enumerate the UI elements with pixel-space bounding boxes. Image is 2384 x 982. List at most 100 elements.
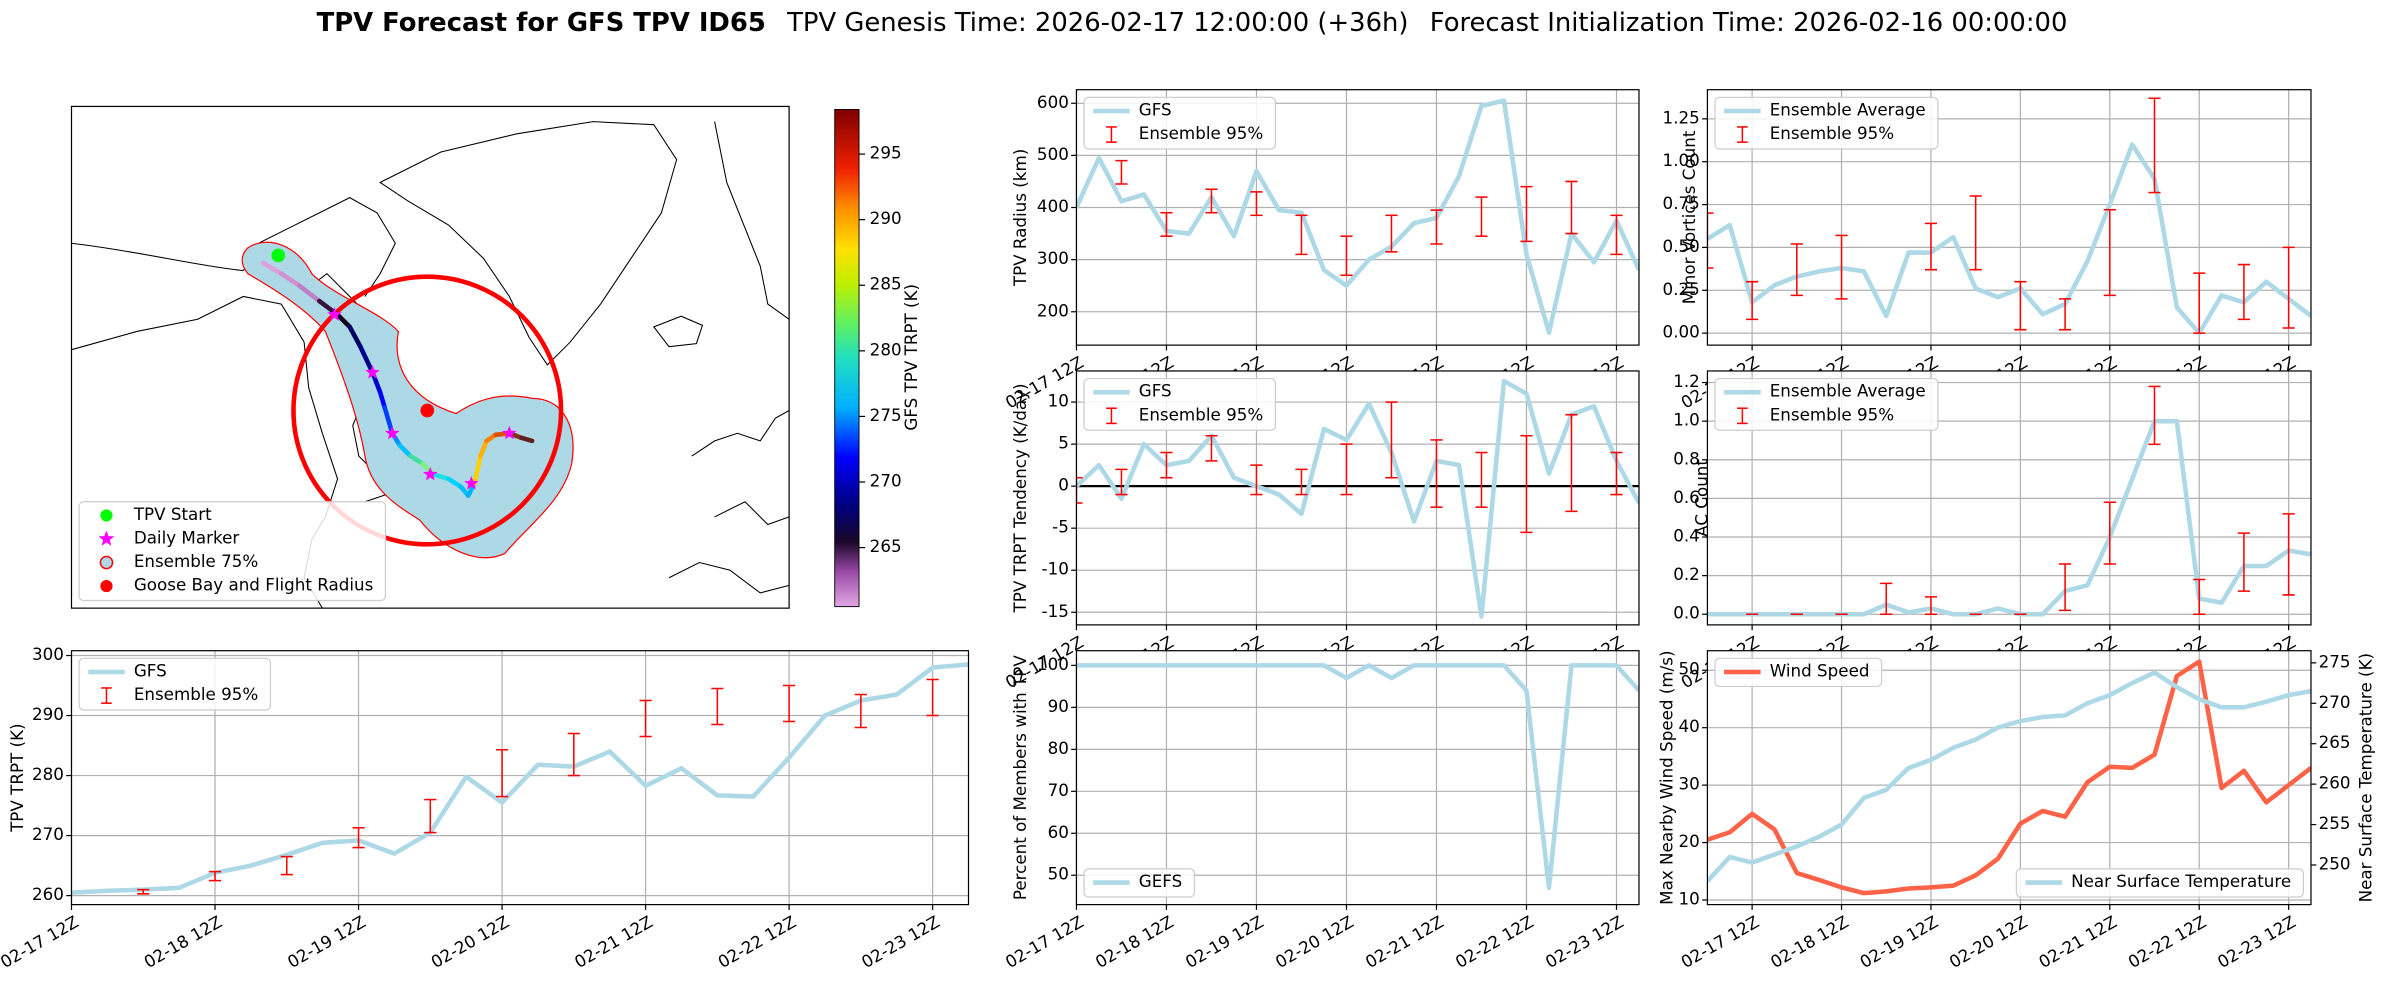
error-bar (1430, 439, 1443, 508)
y-tick-label: 0 (1058, 475, 1069, 495)
track-segment (377, 389, 387, 410)
error-bar (2058, 298, 2072, 331)
plot-area (1707, 650, 2311, 905)
axes-frame (1075, 650, 1640, 906)
legend: GFS Ensemble 95% (78, 657, 272, 711)
y-tick-label: 50 (1679, 659, 1700, 679)
colorbar-label: GFS TPV TRPT (K) (901, 284, 921, 431)
y-tick-label: -5 (1052, 517, 1069, 537)
title-genesis: TPV Genesis Time: 2026-02-17 12:00:00 (+… (786, 7, 1408, 37)
y-tick-label: 0.0 (1673, 603, 1700, 623)
y2-axis-label: Near Surface Temperature (K) (2356, 653, 2376, 902)
legend: Wind Speed (1714, 657, 1883, 688)
colorbar-tick-label: 280 (870, 339, 902, 359)
map-frame (70, 105, 790, 609)
y-tick-label: 0.2 (1673, 564, 1700, 584)
error-bar (2193, 578, 2206, 616)
x-tick-label: 02-18 12Z (1767, 911, 1852, 972)
error-bar (1340, 443, 1353, 496)
legend-label: GFS (1139, 99, 1172, 119)
legend-marker (100, 580, 113, 593)
error-bar (1969, 195, 1982, 271)
legend-label: Ensemble 95% (1770, 404, 1894, 424)
legend-label: Ensemble Average (1770, 99, 1926, 119)
legend-label: Near Surface Temperature (2071, 871, 2291, 891)
y-tick-label: 600 (1037, 92, 1069, 112)
y-tick-label: 0.6 (1673, 487, 1700, 507)
colorbar-tick-label: 270 (870, 471, 902, 491)
legend-label: Ensemble 75% (134, 551, 258, 571)
legend-box (78, 501, 387, 602)
error-bar (1835, 234, 1848, 300)
y-tick-label: 0.50 (1663, 236, 1700, 256)
error-bar (1385, 401, 1398, 479)
error-bar (1565, 180, 1578, 235)
daily-marker (464, 475, 479, 490)
track-segment (431, 472, 451, 482)
legend: Ensemble Average Ensemble 95% (1714, 96, 1939, 150)
colorbar-tick-label: 275 (870, 405, 902, 425)
error-bar (1707, 212, 1714, 269)
legend-label: Ensemble 95% (1139, 404, 1263, 424)
legend-label: Goose Bay and Flight Radius (134, 575, 373, 595)
y2-tick-label: 255 (2319, 813, 2351, 833)
daily-marker (423, 466, 438, 481)
error-bar (783, 684, 796, 723)
y-axis-label: Max Nearby Wind Speed (m/s) (1656, 650, 1676, 904)
y-tick-label: -10 (1042, 559, 1069, 579)
error-bar (2148, 385, 2161, 446)
y-axis-label: TPV TRPT Tendency (K/day) (1010, 383, 1030, 613)
x-tick-label: 02-23 12Z (1542, 911, 1627, 972)
error-bar (1115, 468, 1128, 496)
y-tick-label: 100 (1037, 654, 1069, 674)
y-axis-label: TPV TRPT (K) (7, 723, 27, 833)
axes-frame (1706, 650, 2312, 906)
y2-tick-label: 260 (2319, 773, 2351, 793)
legend: Ensemble Average Ensemble 95% (1714, 377, 1939, 431)
error-bar (2282, 246, 2295, 329)
error-bar (1610, 451, 1623, 496)
y-tick-label: 20 (1679, 831, 1700, 851)
error-bar (1250, 464, 1263, 496)
axes-frame (70, 650, 970, 906)
daily-marker (384, 425, 400, 440)
y-axis-label: AC Count (1691, 459, 1711, 537)
error-bar (137, 888, 150, 895)
x-tick-label: 02-19 12Z (1856, 911, 1941, 972)
error-bar (1205, 434, 1218, 462)
legend: GFS Ensemble 95% (1083, 377, 1277, 431)
y-tick-label: 60 (1048, 822, 1069, 842)
greenland (379, 121, 678, 366)
error-bar (1295, 214, 1308, 256)
error-bar (1924, 596, 1938, 616)
error-bar (2014, 280, 2027, 331)
error-bar (495, 748, 509, 798)
y-axis-label: Minor Vortices Count (1679, 130, 1699, 304)
y-tick-label: 280 (32, 764, 64, 784)
error-bar (1520, 434, 1533, 534)
error-bar (1475, 196, 1488, 237)
colorbar-tick-label: 285 (870, 274, 902, 294)
error-bar (1520, 185, 1533, 243)
legend: TPV Start Daily Marker Ensemble 75% Goose B… (78, 501, 387, 602)
y2-tick-label: 265 (2319, 732, 2351, 752)
daily-marker (502, 425, 517, 440)
legend-label: Daily Marker (134, 527, 240, 547)
legend: GEFS (1083, 868, 1196, 898)
x-tick-label: 02-20 12Z (427, 911, 512, 972)
legend: Near Surface Temperature (2015, 868, 2304, 898)
iceland (652, 315, 704, 348)
legend-label: Ensemble 95% (1770, 123, 1894, 143)
error-bar (280, 855, 293, 876)
y-tick-label: 1.25 (1663, 107, 1700, 127)
error-bar (1924, 222, 1938, 271)
error-bar (2282, 513, 2295, 596)
daily-marker (327, 307, 342, 321)
error-bar (1475, 451, 1488, 508)
y2-tick-label: 270 (2319, 692, 2351, 712)
y-tick-label: 80 (1048, 738, 1069, 758)
error-bar (567, 732, 580, 777)
legend-label: GFS (1139, 381, 1172, 401)
europe-coast (668, 121, 790, 594)
error-bar (1205, 188, 1218, 214)
